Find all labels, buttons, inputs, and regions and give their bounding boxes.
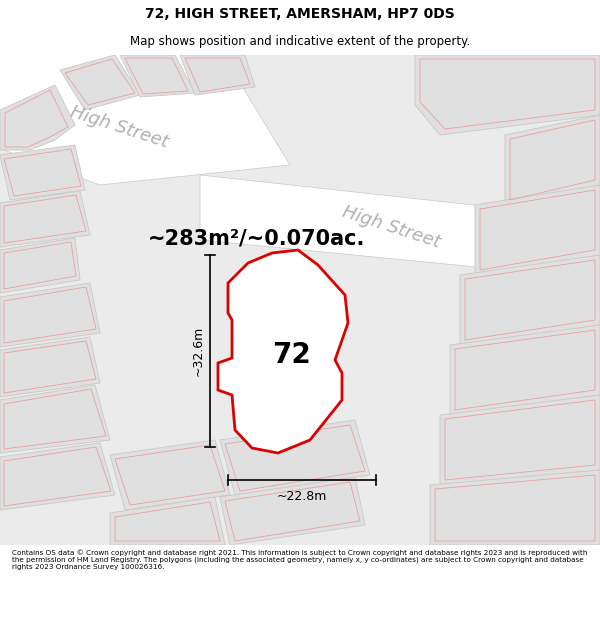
Polygon shape (180, 55, 255, 95)
Text: ~32.6m: ~32.6m (191, 326, 205, 376)
Text: 72, HIGH STREET, AMERSHAM, HP7 0DS: 72, HIGH STREET, AMERSHAM, HP7 0DS (145, 7, 455, 21)
Text: ~283m²/~0.070ac.: ~283m²/~0.070ac. (148, 228, 365, 248)
Polygon shape (0, 50, 290, 185)
Polygon shape (475, 185, 600, 275)
Polygon shape (220, 477, 365, 545)
Text: Contains OS data © Crown copyright and database right 2021. This information is : Contains OS data © Crown copyright and d… (12, 549, 587, 570)
Polygon shape (440, 395, 600, 485)
Polygon shape (0, 385, 110, 453)
Polygon shape (0, 443, 115, 510)
Polygon shape (218, 250, 348, 453)
Polygon shape (0, 283, 100, 347)
Polygon shape (0, 145, 85, 200)
Polygon shape (415, 55, 600, 135)
Polygon shape (450, 325, 600, 415)
Polygon shape (220, 420, 370, 495)
Text: ~22.8m: ~22.8m (277, 489, 327, 502)
Polygon shape (0, 85, 75, 150)
Polygon shape (430, 470, 600, 545)
Text: High Street: High Street (68, 102, 170, 151)
Polygon shape (200, 175, 600, 280)
Polygon shape (120, 55, 195, 97)
Polygon shape (0, 238, 80, 293)
Polygon shape (0, 191, 90, 247)
Text: 72: 72 (272, 341, 311, 369)
Polygon shape (460, 255, 600, 345)
Polygon shape (110, 440, 230, 510)
Polygon shape (505, 115, 600, 205)
Text: High Street: High Street (340, 202, 443, 251)
Polygon shape (60, 55, 140, 110)
Polygon shape (0, 337, 100, 397)
Text: Map shows position and indicative extent of the property.: Map shows position and indicative extent… (130, 35, 470, 48)
Polygon shape (110, 497, 225, 545)
